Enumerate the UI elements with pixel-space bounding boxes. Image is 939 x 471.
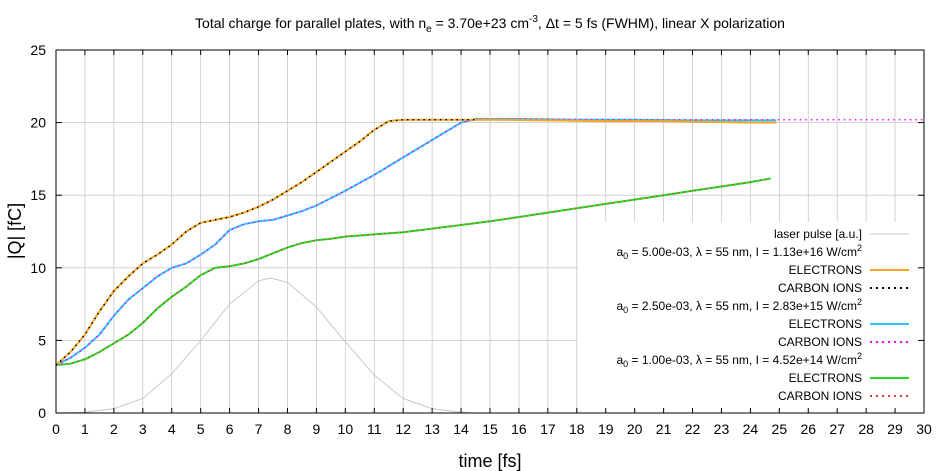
legend-background (578, 222, 924, 410)
x-tick-label: 15 (482, 421, 498, 437)
legend-group1-carbon: CARBON IONS (778, 281, 862, 295)
x-tick-label: 23 (714, 421, 730, 437)
x-tick-label: 20 (627, 421, 643, 437)
legend-group1-electrons: ELECTRONS (789, 263, 862, 277)
legend-group2-params: a0 = 2.50e-03, λ = 55 nm, I = 2.83e+15 W… (616, 297, 862, 315)
x-tick-label: 25 (772, 421, 788, 437)
legend-group2-carbon: CARBON IONS (778, 335, 862, 349)
y-tick-label: 5 (38, 332, 46, 348)
y-axis-label: |Q| [fC] (5, 203, 25, 259)
x-tick-label: 24 (743, 421, 759, 437)
x-tick-label: 18 (569, 421, 585, 437)
x-tick-label: 4 (168, 421, 176, 437)
title-mid1: = 3.70e+23 cm (432, 15, 529, 31)
series-line-a1-carbon (55, 118, 476, 366)
series-line-laser (55, 277, 476, 414)
title-sub: e (426, 24, 432, 35)
x-axis-label: time [fs] (458, 451, 521, 471)
legend-group3-params: a0 = 1.00e-03, λ = 55 nm, I = 4.52e+14 W… (616, 351, 862, 369)
ticks: 0 1 2 3 4 5 6 7 8 9 10 11 12 13 14 15 16 17 18 19 20 21 22 23 24… (30, 42, 932, 437)
legend: laser pulse [a.u.] a0 = 5.00e-03, λ = 55… (616, 227, 909, 403)
x-tick-label: 1 (81, 421, 89, 437)
y-tick-label: 15 (30, 187, 46, 203)
x-tick-label: 16 (511, 421, 527, 437)
title-prefix: Total charge for parallel plates, with n (195, 15, 426, 31)
x-tick-label: 6 (226, 421, 234, 437)
title-mid2: , Δt = 5 fs (FWHM), linear X polarizatio… (538, 15, 785, 31)
x-tick-label: 14 (453, 421, 469, 437)
x-tick-label: 30 (916, 421, 932, 437)
x-tick-label: 19 (598, 421, 614, 437)
legend-laser-label: laser pulse [a.u.] (774, 227, 862, 241)
x-tick-label: 13 (424, 421, 440, 437)
x-tick-label: 3 (139, 421, 147, 437)
x-tick-label: 5 (197, 421, 205, 437)
series-line-a3-electrons (55, 177, 771, 367)
y-tick-label: 25 (30, 42, 46, 58)
series-group (55, 118, 924, 414)
x-tick-label: 21 (656, 421, 672, 437)
x-tick-label: 11 (367, 421, 382, 437)
x-tick-label: 28 (858, 421, 874, 437)
y-tick-label: 10 (30, 260, 46, 276)
chart-title: Total charge for parallel plates, with n… (195, 14, 785, 35)
y-tick-label: 20 (30, 115, 46, 131)
x-tick-label: 12 (395, 421, 411, 437)
x-tick-label: 2 (110, 421, 118, 437)
x-tick-label: 8 (284, 421, 292, 437)
x-tick-label: 22 (685, 421, 701, 437)
title-sup: -3 (529, 14, 538, 25)
legend-group3-carbon: CARBON IONS (778, 389, 862, 403)
y-tick-label: 0 (38, 405, 46, 421)
x-tick-label: 26 (800, 421, 816, 437)
x-tick-label: 9 (313, 421, 321, 437)
legend-group2-electrons: ELECTRONS (789, 317, 862, 331)
x-tick-label: 10 (338, 421, 354, 437)
x-tick-label: 7 (255, 421, 263, 437)
x-tick-label: 29 (887, 421, 903, 437)
x-tick-label: 17 (540, 421, 556, 437)
x-tick-label: 0 (52, 421, 60, 437)
series-line-a1-electrons (55, 118, 777, 366)
legend-group3-electrons: ELECTRONS (789, 371, 862, 385)
x-tick-label: 27 (829, 421, 845, 437)
legend-group1-params: a0 = 5.00e-03, λ = 55 nm, I = 1.13e+16 W… (616, 243, 862, 261)
